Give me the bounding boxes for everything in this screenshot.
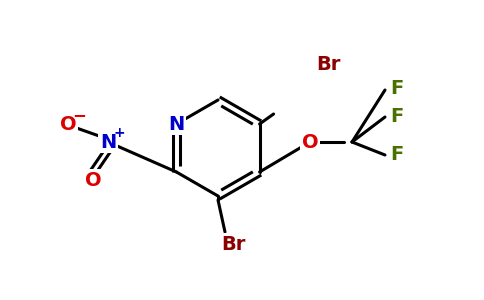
Text: N: N	[168, 115, 184, 134]
Text: O: O	[302, 133, 318, 152]
Text: Br: Br	[221, 235, 245, 254]
Text: Br: Br	[316, 56, 340, 74]
Text: −: −	[72, 106, 86, 124]
Text: F: F	[391, 79, 404, 98]
Text: O: O	[60, 116, 76, 134]
Text: +: +	[113, 126, 125, 140]
Text: F: F	[391, 107, 404, 127]
Text: N: N	[100, 133, 116, 152]
Text: F: F	[391, 146, 404, 164]
Text: O: O	[85, 170, 101, 190]
